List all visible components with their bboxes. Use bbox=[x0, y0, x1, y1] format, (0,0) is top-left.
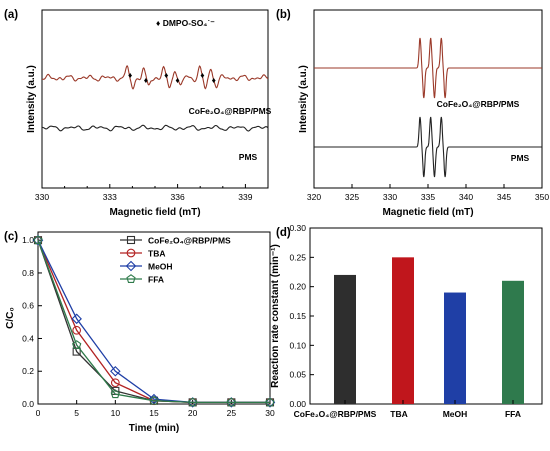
panel-a: 330 333 336 339 Magnetic field (mT) Intensity… bbox=[4, 9, 272, 218]
y-tick-label: 1.0 bbox=[22, 235, 34, 245]
series-label: PMS bbox=[511, 153, 530, 163]
x-tick-label: 345 bbox=[497, 192, 511, 202]
y-tick-label: 0.00 bbox=[289, 399, 306, 409]
x-tick-label: 325 bbox=[345, 192, 359, 202]
y-tick-label: 0.8 bbox=[22, 268, 34, 278]
y-tick-label: 0.4 bbox=[22, 333, 34, 343]
panel-letter: (d) bbox=[276, 227, 291, 239]
x-axis-label: Magnetic field (mT) bbox=[109, 207, 200, 218]
x-tick-label: 350 bbox=[535, 192, 549, 202]
y-axis-label: C/C₀ bbox=[5, 307, 16, 329]
x-tick-label: 333 bbox=[103, 192, 117, 202]
panel-d: 0.00 0.05 0.10 0.15 0.20 0.25 0.30 Reaction rat… bbox=[270, 223, 543, 419]
data-point bbox=[125, 260, 137, 272]
x-tick-label: 336 bbox=[171, 192, 185, 202]
series-line-upper bbox=[42, 65, 269, 90]
series-label: CoFe₂O₄@RBP/PMS bbox=[437, 99, 520, 109]
x-tick-label: 330 bbox=[383, 192, 397, 202]
y-tick-label: 0.15 bbox=[289, 311, 306, 321]
y-tick-label: 0.30 bbox=[289, 223, 306, 233]
series-line-lower bbox=[314, 116, 542, 178]
series-line-upper bbox=[314, 37, 542, 99]
data-point bbox=[126, 235, 136, 245]
data-point bbox=[72, 325, 82, 335]
series-line bbox=[37, 239, 270, 404]
x-axis-label: Time (min) bbox=[129, 423, 179, 434]
data-point bbox=[126, 274, 136, 283]
data-point bbox=[226, 397, 236, 407]
panel-letter: (c) bbox=[4, 231, 18, 243]
data-point bbox=[71, 313, 82, 325]
category-label: CoFe₂O₄@RBP/PMS bbox=[294, 409, 377, 419]
x-tick-label: 30 bbox=[265, 408, 275, 418]
series-label: PMS bbox=[239, 152, 258, 162]
y-tick-label: 0.25 bbox=[289, 252, 306, 262]
y-tick-label: 0.05 bbox=[289, 370, 306, 380]
x-tick-label: 340 bbox=[459, 192, 473, 202]
peak-marker: ♦ bbox=[200, 70, 205, 80]
legend-label: FFA bbox=[148, 275, 164, 285]
bar bbox=[392, 257, 414, 404]
legend-label: CoFe₂O₄@RBP/PMS bbox=[148, 236, 231, 246]
y-axis-label: Intensity (a.u.) bbox=[26, 65, 37, 133]
series-label: CoFe₂O₄@RBP/PMS bbox=[189, 106, 272, 116]
x-tick-label: 335 bbox=[421, 192, 435, 202]
bar bbox=[334, 274, 356, 404]
y-tick-label: 0.2 bbox=[22, 366, 34, 376]
legend-label: TBA bbox=[148, 249, 165, 259]
data-point bbox=[126, 248, 136, 258]
data-point bbox=[188, 397, 198, 407]
peak-marker: ♦ bbox=[128, 70, 133, 80]
x-tick-label: 25 bbox=[227, 408, 237, 418]
x-tick-label: 330 bbox=[35, 192, 49, 202]
panel-c: 0 5 10 15 20 25 30 0.0 0.2 0.4 0.6 0.8 1.0 Time (min)… bbox=[4, 231, 276, 434]
y-tick-label: 0.6 bbox=[22, 301, 34, 311]
x-tick-label: 320 bbox=[307, 192, 321, 202]
data-point bbox=[33, 235, 43, 245]
series-line-lower bbox=[41, 124, 269, 132]
peak-marker: ♦ bbox=[144, 75, 149, 85]
x-tick-label: 339 bbox=[238, 192, 252, 202]
x-tick-label: 10 bbox=[111, 408, 121, 418]
data-point bbox=[110, 378, 120, 388]
category-label: MeOH bbox=[443, 409, 468, 419]
panel-b: 320 325 330 335 340 345 350 Magnetic field (mT)… bbox=[276, 9, 549, 218]
panel-letter: (b) bbox=[276, 9, 291, 21]
y-tick-label: 0.10 bbox=[289, 340, 306, 350]
legend-label: MeOH bbox=[148, 262, 173, 272]
bar bbox=[444, 292, 466, 404]
x-tick-label: 0 bbox=[36, 408, 41, 418]
y-axis-label: Reaction rate constant (min⁻¹) bbox=[270, 244, 281, 388]
category-label: FFA bbox=[505, 409, 521, 419]
y-tick-label: 0.0 bbox=[22, 399, 34, 409]
x-axis-label: Magnetic field (mT) bbox=[382, 207, 473, 218]
peak-marker: ♦ bbox=[212, 75, 217, 85]
x-tick-label: 20 bbox=[188, 408, 198, 418]
peak-marker: ♦ bbox=[164, 70, 169, 80]
panel-letter: (a) bbox=[4, 9, 18, 21]
peak-marker: ♦ bbox=[175, 75, 180, 85]
data-point bbox=[110, 389, 120, 399]
x-tick-label: 5 bbox=[74, 408, 79, 418]
plot-frame bbox=[41, 9, 269, 189]
data-point bbox=[149, 395, 159, 405]
data-point bbox=[265, 397, 275, 407]
legend: CoFe₂O₄@RBP/PMS TBA MeOH FFA bbox=[120, 236, 231, 285]
legend-entry: ♦ DMPO-SO₄˙⁻ bbox=[156, 18, 215, 28]
bar bbox=[502, 280, 524, 404]
y-tick-label: 0.20 bbox=[289, 282, 306, 292]
category-label: TBA bbox=[390, 409, 407, 419]
data-point bbox=[110, 365, 121, 377]
x-tick-label: 15 bbox=[149, 408, 159, 418]
y-axis-label: Intensity (a.u.) bbox=[298, 65, 309, 133]
data-point bbox=[72, 340, 82, 349]
